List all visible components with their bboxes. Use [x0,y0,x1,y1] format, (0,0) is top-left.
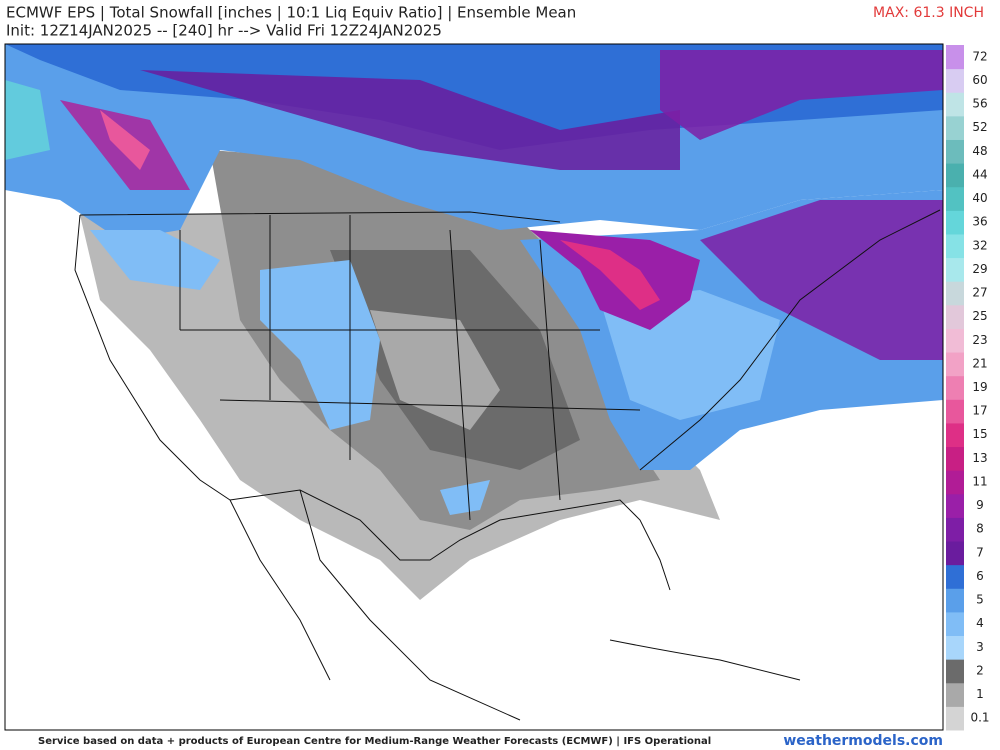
colorbar-label: 60 [972,73,987,87]
colorbar-label: 0.1 [970,711,989,725]
colorbar-swatch [946,611,964,637]
colorbar-swatch [946,163,964,188]
map-subtitle: Init: 12Z14JAN2025 -- [240] hr --> Valid… [6,22,442,40]
colorbar-swatch [946,45,964,70]
colorbar-swatch [946,682,964,707]
colorbar-label: 3 [976,640,984,654]
colorbar-label: 23 [972,333,987,347]
colorbar-swatch [946,564,964,589]
colorbar-label: 9 [976,498,984,512]
colorbar-label: 21 [972,356,987,370]
colorbar-label: 6 [976,569,984,583]
colorbar-label: 56 [972,97,987,111]
colorbar-label: 40 [972,191,987,205]
colorbar-label: 29 [972,262,987,276]
colorbar-swatch [946,92,964,117]
colorbar-label: 4 [976,616,984,630]
colorbar-label: 5 [976,593,984,607]
colorbar-swatch [946,541,964,566]
colorbar-swatch [946,493,964,518]
colorbar-label: 15 [972,427,987,441]
colorbar-label: 27 [972,286,987,300]
map-title: ECMWF EPS | Total Snowfall [inches | 10:… [6,4,576,22]
colorbar-swatch [946,328,964,353]
colorbar-swatch [946,446,964,471]
colorbar: 0.11234567891113151719212325272932364044… [946,45,990,731]
colorbar-swatch [946,399,964,424]
credit-text: Service based on data + products of Euro… [38,736,711,747]
colorbar-swatch [946,352,964,377]
colorbar-label: 8 [976,522,984,536]
colorbar-label: 13 [972,451,987,465]
colorbar-swatch [946,659,964,684]
colorbar-swatch [946,210,964,235]
colorbar-swatch [946,257,964,282]
colorbar-label: 48 [972,144,987,158]
colorbar-swatch [946,115,964,140]
site-link[interactable]: weathermodels.com [783,733,943,749]
colorbar-swatch [946,706,964,731]
colorbar-label: 19 [972,380,987,394]
colorbar-label: 44 [972,167,987,181]
colorbar-label: 32 [972,238,987,252]
colorbar-label: 1 [976,687,984,701]
colorbar-swatch [946,304,964,329]
colorbar-label: 2 [976,663,984,677]
colorbar-swatch [946,517,964,542]
colorbar-label: 52 [972,120,987,134]
colorbar-label: 7 [976,545,984,559]
colorbar-swatch [946,68,964,93]
colorbar-swatch [946,470,964,495]
colorbar-swatch [946,635,964,660]
colorbar-swatch [946,233,964,259]
map [4,43,944,731]
colorbar-label: 25 [972,309,987,323]
colorbar-label: 17 [972,404,987,418]
colorbar-swatch [946,186,964,211]
max-label: MAX: 61.3 INCH [873,5,984,21]
colorbar-label: 72 [972,49,987,63]
colorbar-swatch [946,422,964,448]
colorbar-swatch [946,281,964,306]
colorbar-label: 36 [972,215,987,229]
colorbar-swatch [946,139,964,164]
colorbar-label: 11 [972,474,987,488]
colorbar-swatch [946,375,964,400]
colorbar-swatch [946,588,964,613]
